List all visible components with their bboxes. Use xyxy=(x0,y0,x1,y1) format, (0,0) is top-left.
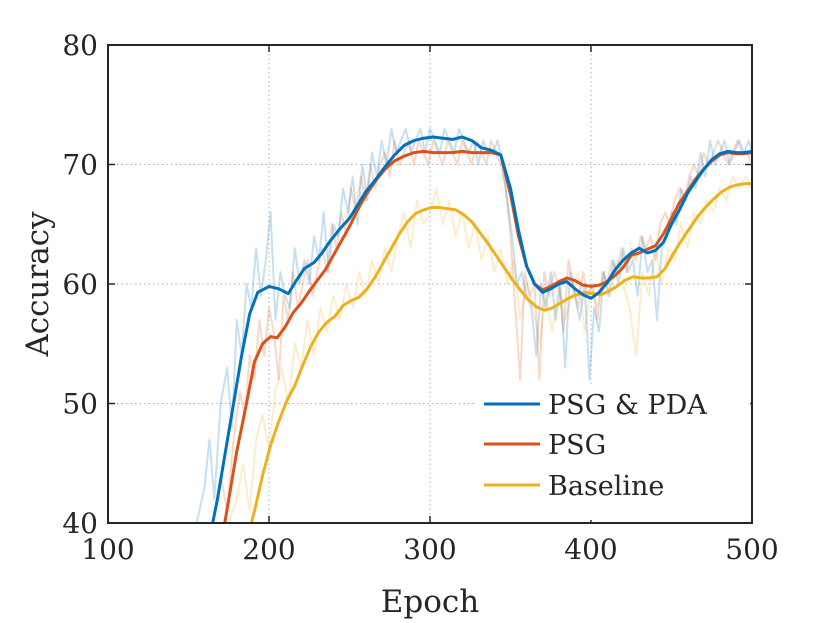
legend-label-psg-pda: PSG & PDA xyxy=(548,390,707,421)
raw-line-psg xyxy=(211,139,752,523)
tick-labels: 100 200 300 400 500 40 50 60 70 80 xyxy=(62,29,778,566)
x-tick-label-100: 100 xyxy=(81,533,134,566)
x-axis-label: Epoch xyxy=(381,584,479,620)
legend-label-baseline: Baseline xyxy=(548,471,664,502)
legend: PSG & PDA PSG Baseline xyxy=(474,384,750,520)
y-tick-label-50: 50 xyxy=(62,388,98,421)
y-tick-label-70: 70 xyxy=(62,149,98,182)
axis-ticks xyxy=(107,44,753,524)
y-tick-label-60: 60 xyxy=(62,268,98,301)
smoothed-line-baseline xyxy=(249,182,752,523)
x-tick-label-200: 200 xyxy=(242,533,295,566)
x-tick-label-400: 400 xyxy=(564,533,617,566)
smoothed-line-psg-pda xyxy=(211,135,752,523)
y-axis-label: Accuracy xyxy=(20,211,56,358)
x-tick-label-300: 300 xyxy=(403,533,456,566)
legend-label-psg: PSG xyxy=(548,430,606,461)
smoothed-series-group xyxy=(211,135,752,523)
x-tick-label-500: 500 xyxy=(725,533,778,566)
raw-line-psg-pda xyxy=(195,127,752,523)
legend-box xyxy=(474,384,750,520)
y-tick-label-80: 80 xyxy=(62,29,98,62)
y-tick-label-40: 40 xyxy=(62,507,98,540)
